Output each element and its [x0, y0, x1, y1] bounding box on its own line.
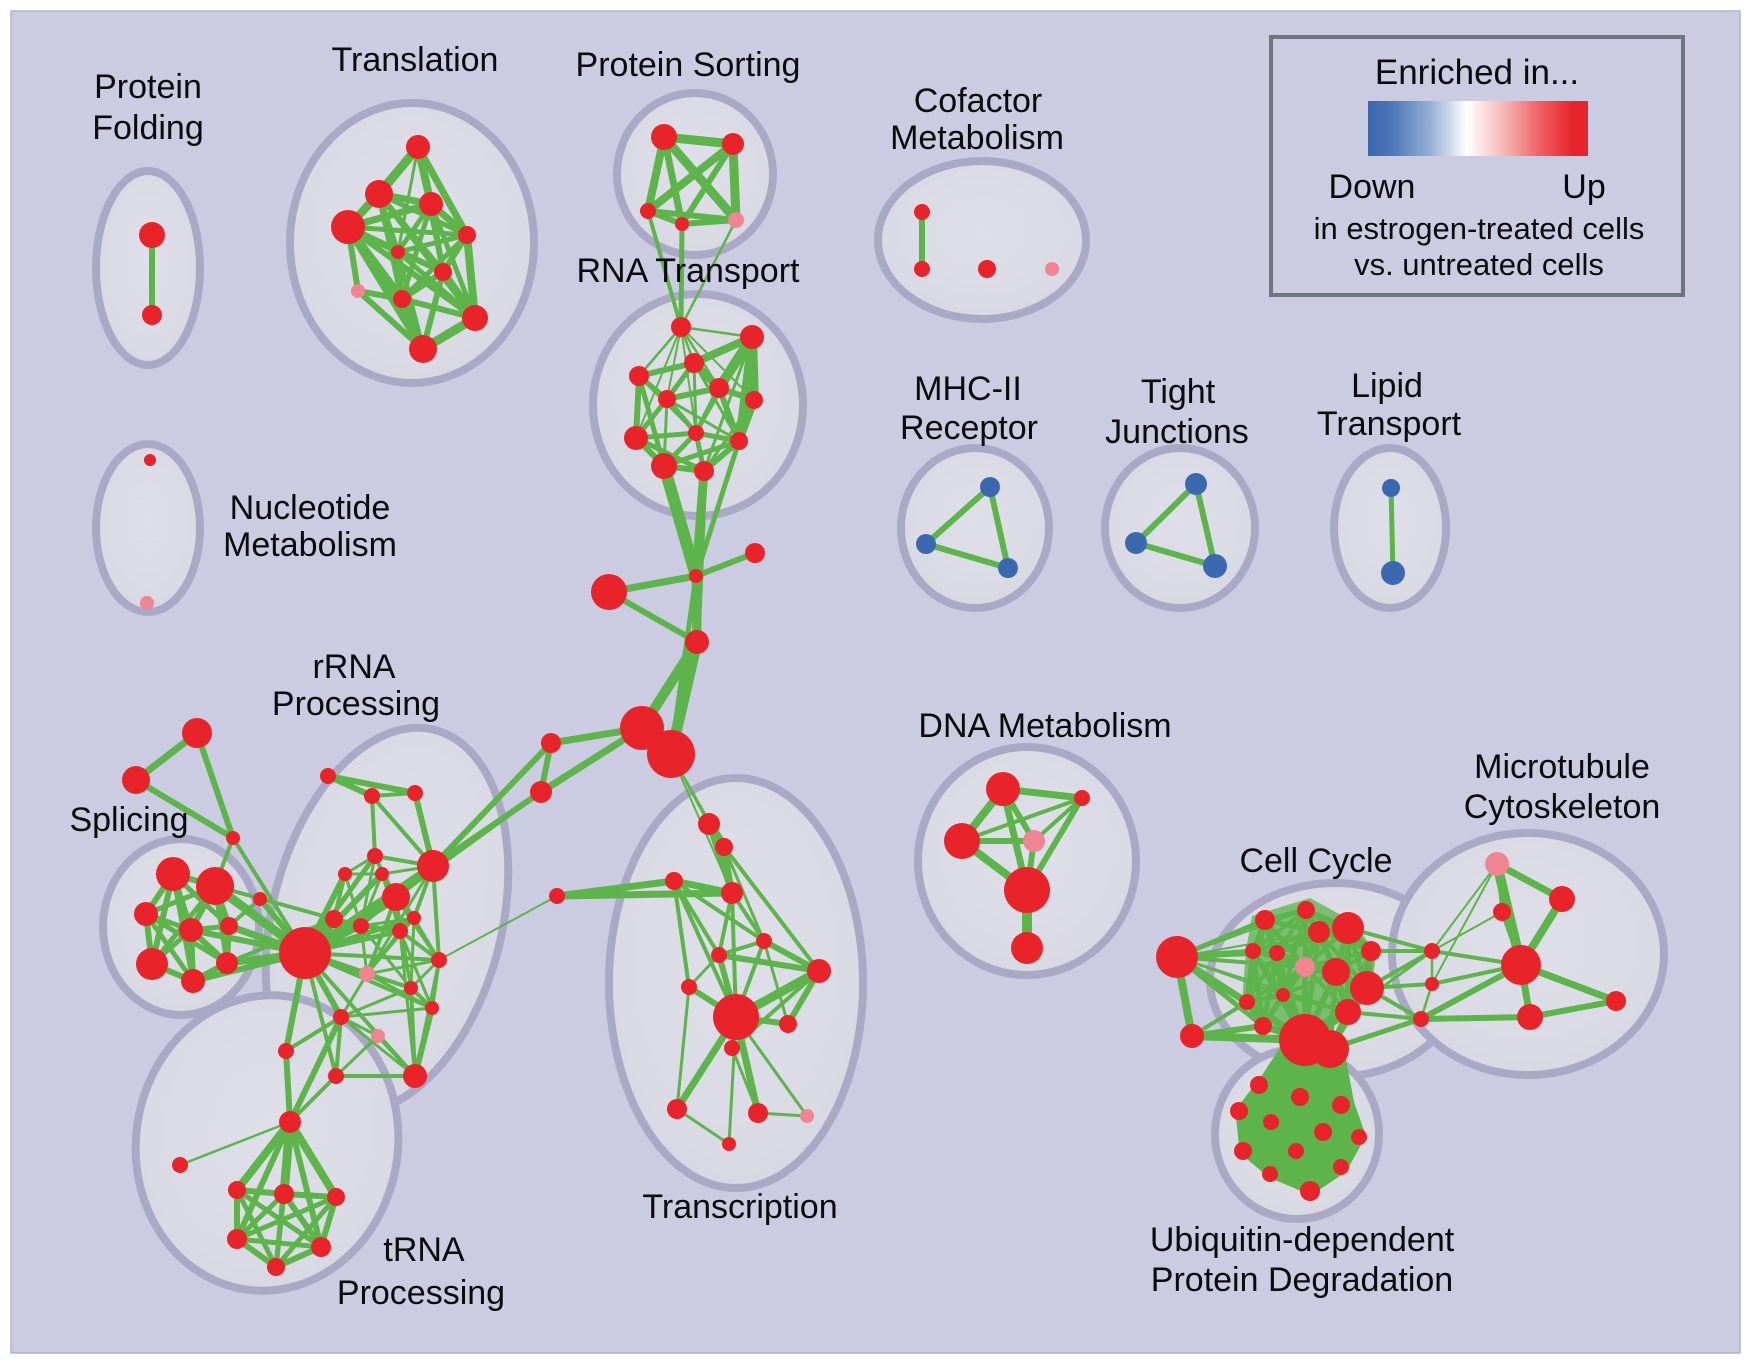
svg-text:Up: Up: [1562, 168, 1605, 206]
svg-text:in estrogen-treated cells: in estrogen-treated cells: [1314, 211, 1645, 246]
svg-text:Metabolism: Metabolism: [890, 119, 1064, 157]
svg-text:Protein Degradation: Protein Degradation: [1151, 1261, 1453, 1299]
svg-text:Cytoskeleton: Cytoskeleton: [1464, 788, 1661, 826]
svg-text:Metabolism: Metabolism: [223, 526, 397, 564]
svg-text:Cell Cycle: Cell Cycle: [1239, 842, 1392, 880]
svg-text:Protein: Protein: [94, 68, 202, 106]
svg-text:Nucleotide: Nucleotide: [230, 489, 391, 527]
svg-text:Transport: Transport: [1317, 405, 1462, 443]
svg-text:Translation: Translation: [332, 41, 499, 79]
svg-text:RNA Transport: RNA Transport: [577, 252, 801, 290]
svg-text:Enriched in...: Enriched in...: [1375, 53, 1579, 92]
svg-text:vs. untreated cells: vs. untreated cells: [1354, 247, 1604, 282]
svg-text:rRNA: rRNA: [312, 648, 395, 686]
svg-text:Folding: Folding: [92, 109, 204, 147]
svg-text:Lipid: Lipid: [1351, 367, 1423, 405]
svg-text:tRNA: tRNA: [383, 1231, 465, 1269]
svg-text:Microtubule: Microtubule: [1474, 748, 1650, 786]
svg-text:Down: Down: [1329, 168, 1416, 206]
svg-text:Receptor: Receptor: [900, 409, 1038, 447]
svg-text:Junctions: Junctions: [1105, 413, 1249, 451]
svg-text:Processing: Processing: [272, 685, 440, 723]
svg-text:Cofactor: Cofactor: [914, 82, 1043, 120]
svg-text:DNA Metabolism: DNA Metabolism: [918, 707, 1171, 745]
svg-text:Splicing: Splicing: [69, 801, 188, 839]
svg-text:Transcription: Transcription: [642, 1188, 837, 1226]
svg-text:Processing: Processing: [337, 1274, 505, 1312]
svg-text:Ubiquitin-dependent: Ubiquitin-dependent: [1150, 1221, 1455, 1259]
svg-text:MHC-II: MHC-II: [914, 370, 1022, 408]
svg-text:Protein Sorting: Protein Sorting: [576, 46, 801, 84]
svg-text:Tight: Tight: [1141, 373, 1216, 411]
